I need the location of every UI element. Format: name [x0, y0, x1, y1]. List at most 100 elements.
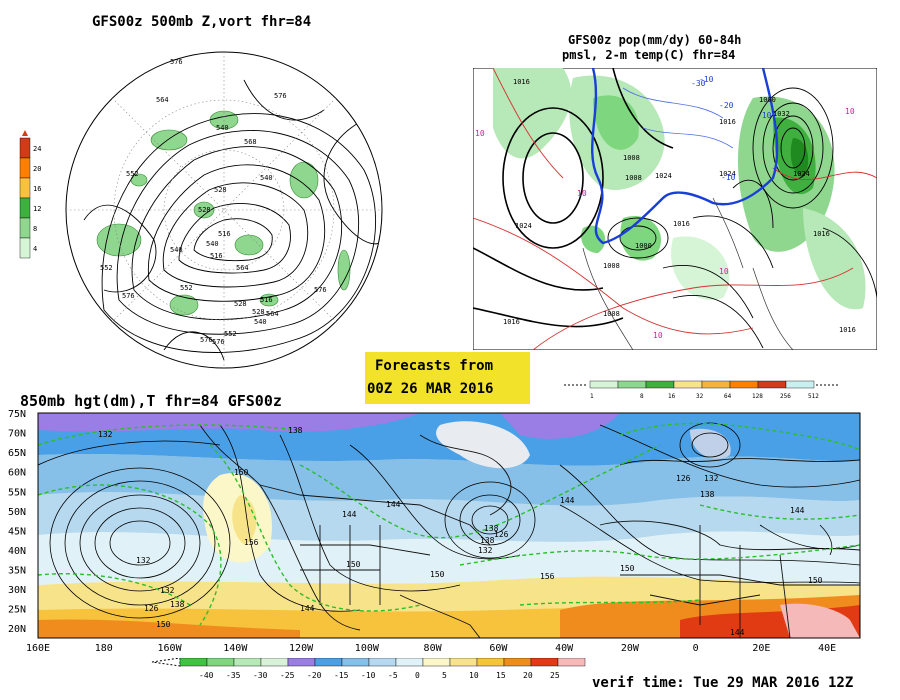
precip-legend-swatch — [617, 380, 647, 389]
land-borders — [199, 424, 860, 638]
temp-label: -10 — [757, 111, 772, 120]
lat-label: 40N — [8, 546, 26, 557]
pressure-label: 1008 — [603, 310, 620, 318]
pressure-label: 1008 — [625, 174, 642, 182]
height-label: 144 — [560, 496, 575, 505]
height-label: 144 — [300, 604, 315, 613]
height-label: 126 — [676, 474, 691, 483]
lat-label: 55N — [8, 487, 26, 498]
temp-legend-swatch — [449, 658, 478, 667]
pressure-label: 1032 — [773, 110, 790, 118]
contour-label: 528 — [234, 300, 247, 308]
temp-legend-swatch — [368, 658, 397, 667]
temp-label: -10 — [721, 173, 736, 182]
pressure-label: 1024 — [793, 170, 810, 178]
height-label: 132 — [98, 430, 113, 439]
height-label: 138 — [484, 524, 499, 533]
lon-label: 40E — [818, 643, 836, 654]
temp-legend-swatch — [476, 658, 505, 667]
temp-legend-swatch — [314, 658, 343, 667]
height-label: 132 — [704, 474, 719, 483]
lon-label: 80W — [424, 643, 443, 654]
height-label: 156 — [540, 572, 555, 581]
contour-label: 564 — [266, 310, 279, 318]
temp-label: 10 — [653, 331, 663, 340]
legend-tick: 16 — [33, 185, 41, 193]
temp-legend-swatch — [530, 658, 559, 667]
lon-label: 20W — [621, 643, 640, 654]
precip-legend-tick: 1 — [590, 393, 594, 400]
temp-legend-swatch — [260, 658, 289, 667]
temp-legend-tick: -30 — [253, 671, 268, 680]
legend-tick: 8 — [33, 225, 37, 233]
height-label: 150 — [430, 570, 445, 579]
forecast-banner-line1: Forecasts from — [375, 358, 494, 374]
contour-label: 516 — [218, 230, 231, 238]
lon-label: 20E — [752, 643, 770, 654]
temp-legend-swatch — [179, 658, 208, 667]
contour-label: 552 — [180, 284, 193, 292]
precip-legend-tick: 256 — [780, 393, 791, 400]
contour-label: 552 — [126, 170, 139, 178]
isobars-thin — [607, 87, 877, 349]
latitude-labels: 75N 70N 65N 60N 55N 50N 45N 40N 35N 30N 25N 20N — [8, 409, 26, 635]
contour-label: 568 — [244, 138, 257, 146]
height-label: 150 — [156, 620, 171, 629]
height-label: 138 — [170, 600, 185, 609]
temp-label: 10 — [719, 267, 729, 276]
temp-label: 10 — [577, 189, 587, 198]
contour-label: 540 — [254, 318, 267, 326]
contour-label: 576 — [122, 292, 135, 300]
lon-label: 140W — [223, 643, 248, 654]
lat-label: 35N — [8, 566, 26, 577]
longitude-labels: 160E 180 160W 140W 120W 100W 80W 60W 40W 20W 0 20E 4… — [26, 643, 836, 654]
contour-label: 540 — [170, 246, 183, 254]
contour-label: 564 — [236, 264, 249, 272]
contour-label: 576 — [314, 286, 327, 294]
temp-legend-tick: -15 — [334, 671, 349, 680]
pressure-label: 1016 — [719, 118, 736, 126]
isotherms — [473, 68, 877, 350]
pressure-label: 1024 — [719, 170, 736, 178]
height-label: 144 — [790, 506, 805, 515]
height-label: 150 — [346, 560, 361, 569]
precip-legend-tick: 32 — [696, 393, 704, 400]
height-label: 126 — [144, 604, 159, 613]
lat-label: 50N — [8, 507, 26, 518]
legend-swatch — [19, 137, 31, 159]
temp-legend-swatch — [422, 658, 451, 667]
freezing-line — [591, 68, 779, 245]
height-label: 138 — [700, 490, 715, 499]
height-label: 132 — [478, 546, 493, 555]
height-label: 150 — [808, 576, 823, 585]
isobars — [473, 68, 674, 328]
lat-label: 70N — [8, 429, 26, 440]
precip-legend-swatch — [729, 380, 759, 389]
precip-legend-swatch — [645, 380, 675, 389]
vorticity-areas — [96, 110, 351, 316]
contour-label: 540 — [206, 240, 219, 248]
panel-precip-title-2: pmsl, 2-m temp(C) fhr=84 — [562, 48, 736, 62]
precip-legend-tick: 64 — [724, 393, 732, 400]
pressure-label: 1016 — [503, 318, 520, 326]
temp-label: -30 — [691, 79, 706, 88]
height-label: 144 — [386, 500, 401, 509]
precip-legend-swatch — [785, 380, 815, 389]
precip-pmsl-map: 1016 1008 1024 1016 1024 1000 1008 1016 1024 1032… — [473, 68, 877, 350]
panel-500mb-title: GFS00z 500mb Z,vort fhr=84 — [92, 14, 312, 30]
pressure-label: 1016 — [813, 230, 830, 238]
height-label: 144 — [730, 628, 745, 637]
cold-isotherms — [622, 87, 734, 149]
height-label: 150 — [620, 564, 635, 573]
temp-legend-tick: -20 — [307, 671, 322, 680]
precip-legend-swatch — [589, 380, 619, 389]
height-label: 144 — [342, 510, 357, 519]
pressure-label: 1024 — [515, 222, 532, 230]
legend-swatch — [19, 217, 31, 239]
contour-label: 528 — [214, 186, 227, 194]
verif-time: verif time: Tue 29 MAR 2016 12Z — [592, 675, 854, 691]
temp-legend-swatch — [233, 658, 262, 667]
temp-legend: -40 -35 -30 -25 -20 -15 -10 -5 0 5 10 15 20 25 — [151, 658, 586, 680]
lon-label: 0 — [693, 643, 699, 654]
panel-precip-title-1: GFS00z pop(mm/dy) 60-84h — [568, 33, 742, 47]
